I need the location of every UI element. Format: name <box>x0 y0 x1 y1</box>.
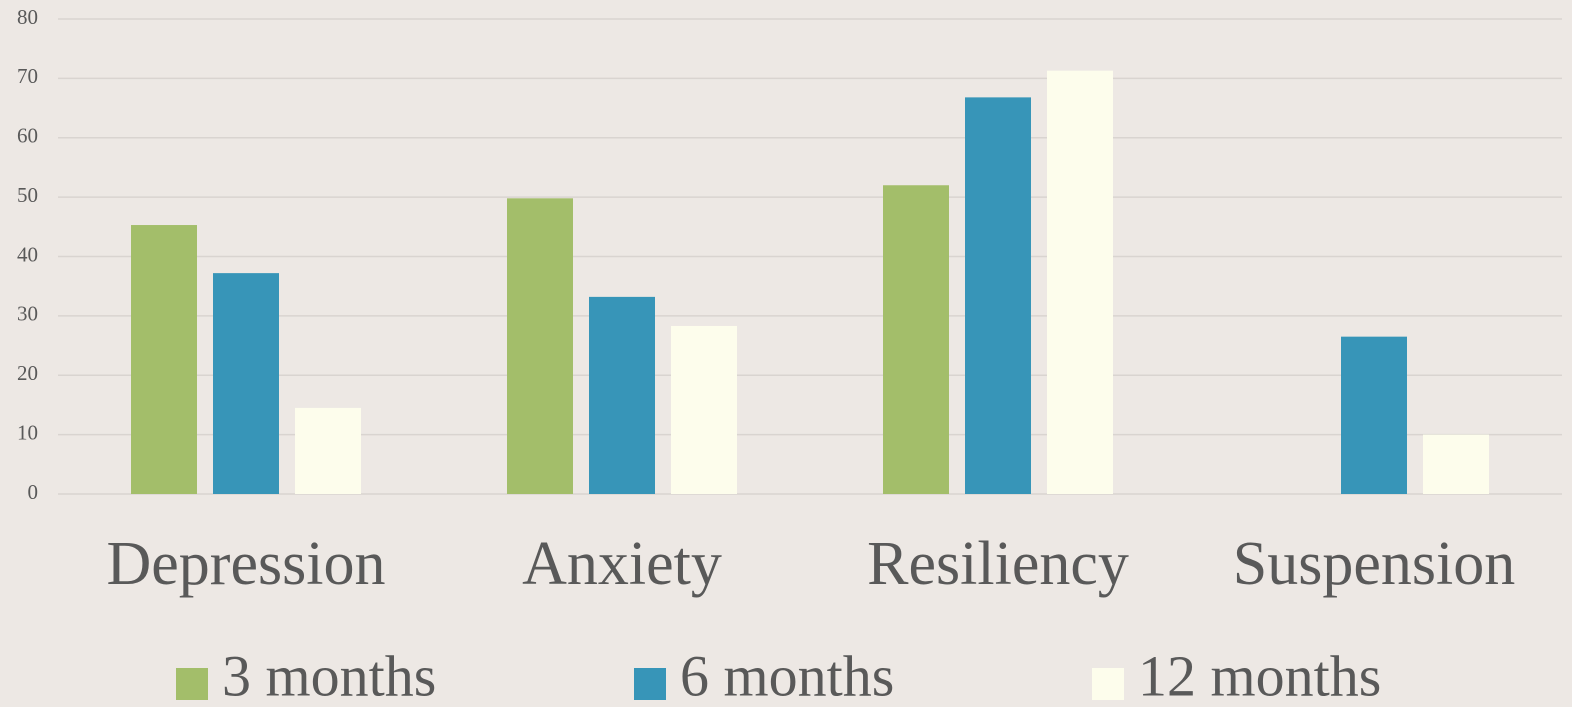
legend-swatch <box>1092 668 1124 700</box>
y-tick-label: 20 <box>17 361 38 385</box>
legend-label: 6 months <box>680 643 894 707</box>
y-tick-label: 50 <box>17 183 38 207</box>
y-tick-label: 30 <box>17 302 38 326</box>
legend-label: 12 months <box>1138 643 1381 707</box>
y-tick-label: 40 <box>17 242 38 266</box>
bar <box>1341 336 1407 494</box>
bar <box>295 407 361 494</box>
x-tick-label: Depression <box>107 530 386 598</box>
bar <box>589 296 655 494</box>
bar <box>213 273 279 494</box>
y-tick-label: 10 <box>17 420 38 444</box>
bar <box>883 185 949 494</box>
x-tick-label: Anxiety <box>522 530 722 598</box>
bar <box>507 198 573 494</box>
y-tick-label: 0 <box>28 480 39 504</box>
bar <box>131 225 197 494</box>
legend-swatch <box>176 668 208 700</box>
legend-label: 3 months <box>222 643 436 707</box>
bar <box>1047 70 1113 494</box>
y-tick-label: 80 <box>17 5 38 29</box>
bar <box>1423 434 1489 494</box>
y-tick-label: 70 <box>17 64 38 88</box>
y-tick-label: 60 <box>17 124 38 148</box>
x-tick-label: Resiliency <box>867 530 1129 598</box>
legend-swatch <box>634 668 666 700</box>
bar <box>671 325 737 494</box>
bar <box>965 97 1031 494</box>
x-tick-label: Suspension <box>1233 530 1515 598</box>
